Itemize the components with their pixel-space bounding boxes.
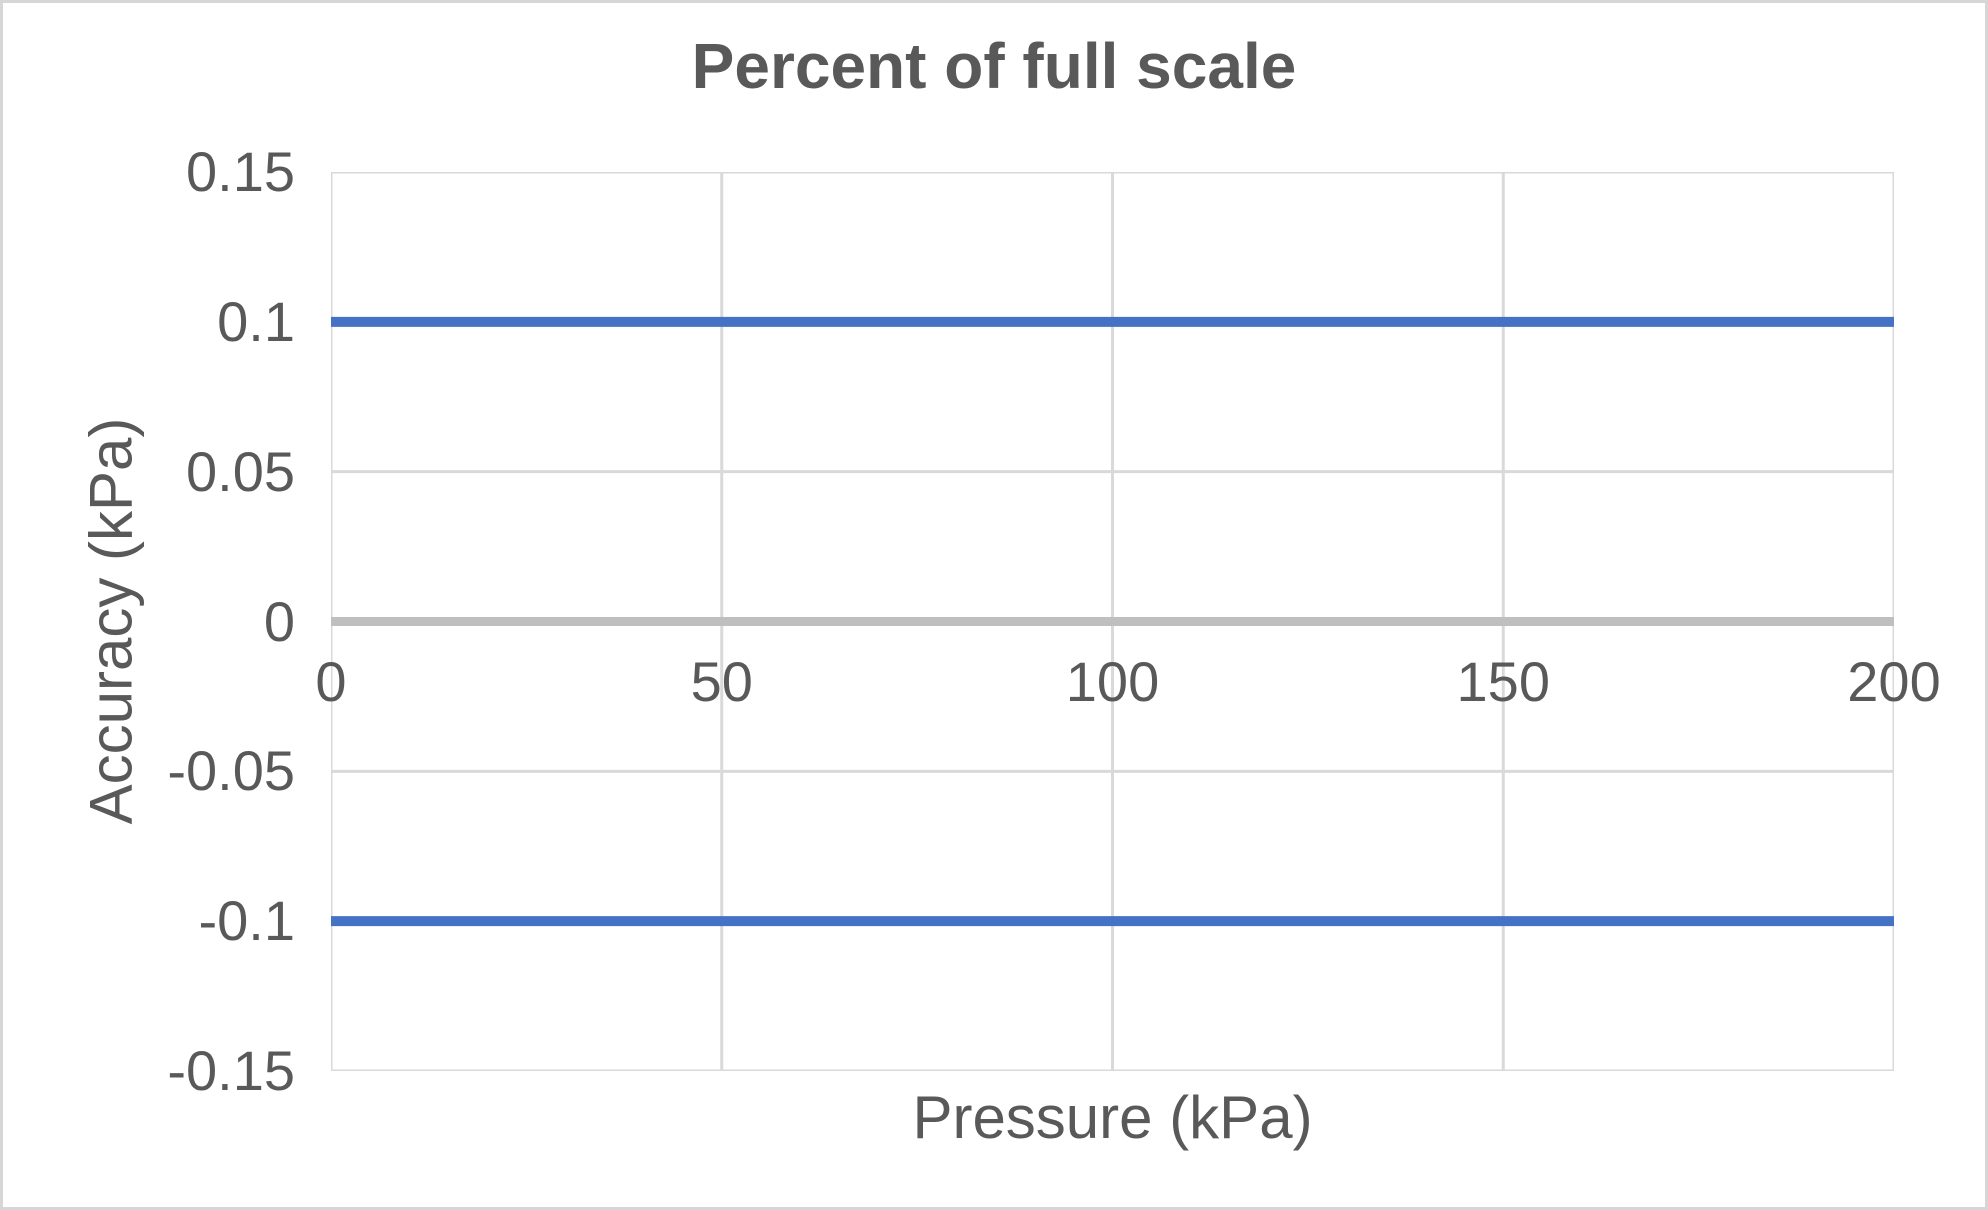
y-tick-label: 0.15 xyxy=(186,140,295,203)
y-tick-label: -0.05 xyxy=(167,739,295,803)
y-tick-label: 0.05 xyxy=(186,439,295,503)
x-tick-label: 100 xyxy=(1065,649,1160,713)
plot-svg xyxy=(329,170,1896,1073)
x-tick-label: 150 xyxy=(1456,649,1550,713)
x-tick-label: 200 xyxy=(1847,649,1941,713)
y-tick-label: 0 xyxy=(263,589,295,653)
x-axis-title: Pressure (kPa) xyxy=(912,1084,1313,1151)
chart-title: Percent of full scale xyxy=(691,30,1297,102)
plot-area xyxy=(329,170,1896,1073)
y-tick-label: -0.15 xyxy=(167,1039,295,1102)
y-tick-label: -0.1 xyxy=(198,889,296,953)
x-tick-label: 50 xyxy=(690,649,753,713)
x-tick-label: 0 xyxy=(315,649,347,713)
y-tick-label: 0.1 xyxy=(217,289,295,353)
